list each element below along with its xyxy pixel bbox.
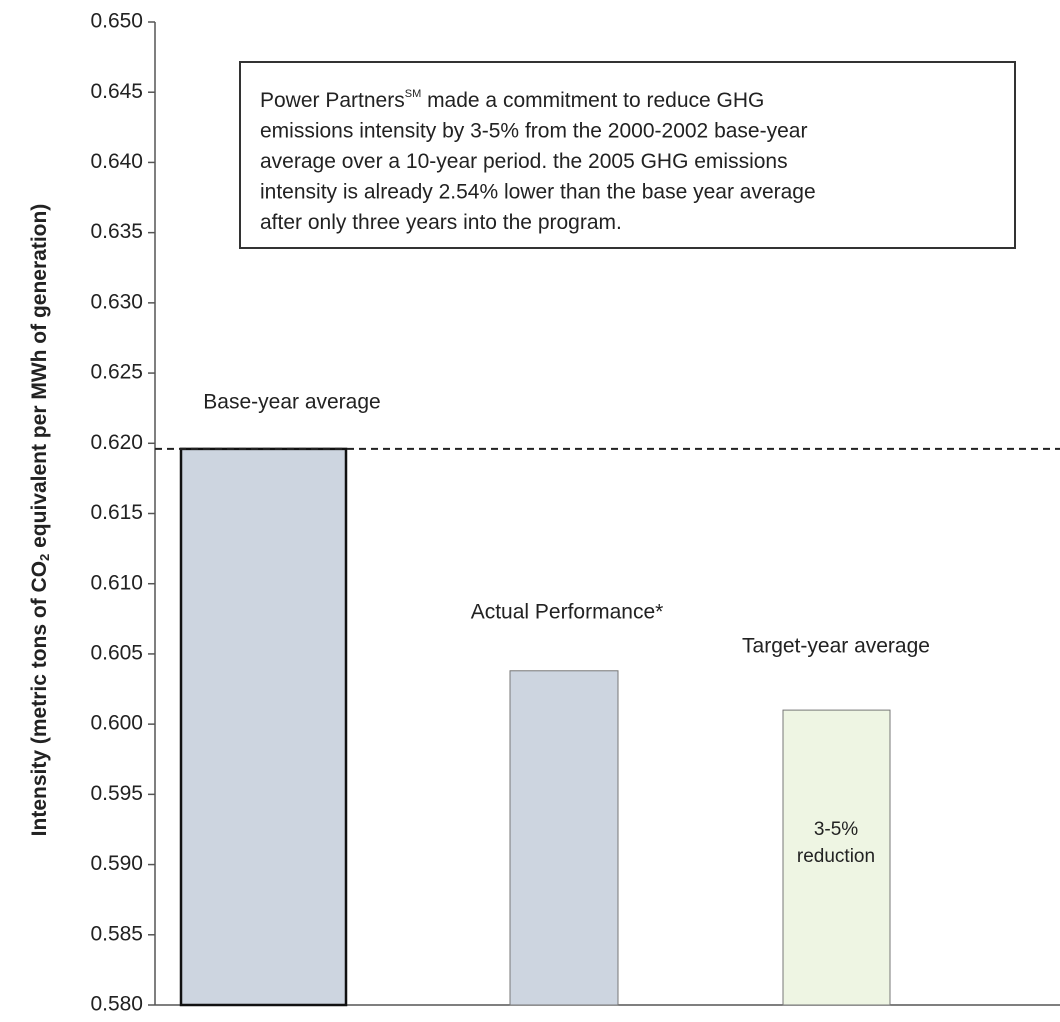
- bar-annotation: Target-year average: [742, 635, 930, 658]
- y-tick-label: 0.600: [90, 712, 143, 735]
- note-superscript: SM: [405, 88, 422, 100]
- y-tick-label: 0.580: [90, 993, 143, 1016]
- bar: [509, 670, 619, 1006]
- bar-annotation: Actual Performance*: [471, 601, 664, 624]
- y-tick-label: 0.585: [90, 922, 143, 945]
- inner-label: 3-5%: [814, 819, 858, 840]
- y-tick-label: 0.620: [90, 431, 143, 454]
- y-axis-label: Intensity (metric tons of CO2 equivalent…: [28, 204, 53, 837]
- y-tick-label: 0.625: [90, 361, 143, 384]
- note-text: average over a 10-year period. the 2005 …: [260, 150, 788, 173]
- y-tick-label: 0.650: [90, 10, 143, 33]
- y-label-sub: 2: [37, 554, 52, 561]
- y-tick-label: 0.640: [90, 150, 143, 173]
- y-tick-label: 0.615: [90, 501, 143, 524]
- note-box: [239, 61, 1016, 249]
- y-tick-label: 0.595: [90, 782, 143, 805]
- y-tick-label: 0.605: [90, 641, 143, 664]
- y-label-part: equivalent per MWh of generation): [28, 204, 51, 554]
- note-line: after only three years into the program.: [260, 211, 622, 234]
- note-line: intensity is already 2.54% lower than th…: [260, 180, 816, 203]
- note-text: emissions intensity by 3-5% from the 200…: [260, 119, 807, 142]
- y-tick-label: 0.630: [90, 290, 143, 313]
- bar: [782, 709, 891, 1006]
- y-tick-label: 0.590: [90, 852, 143, 875]
- y-label-part: Intensity (metric tons of CO: [28, 561, 51, 836]
- note-line: average over a 10-year period. the 2005 …: [260, 150, 788, 173]
- bar: [179, 447, 348, 1007]
- note-line: emissions intensity by 3-5% from the 200…: [260, 119, 807, 142]
- y-tick-label: 0.610: [90, 571, 143, 594]
- note-text: made a commitment to reduce GHG: [421, 89, 764, 112]
- note-text: intensity is already 2.54% lower than th…: [260, 180, 816, 203]
- note-line: Power PartnersSM made a commitment to re…: [260, 88, 764, 112]
- inner-label: reduction: [797, 846, 875, 867]
- note-text: after only three years into the program.: [260, 211, 622, 234]
- y-tick-label: 0.645: [90, 80, 143, 103]
- bar-annotation: Base-year average: [203, 391, 380, 414]
- y-tick-label: 0.635: [90, 220, 143, 243]
- note-text: Power Partners: [260, 89, 405, 112]
